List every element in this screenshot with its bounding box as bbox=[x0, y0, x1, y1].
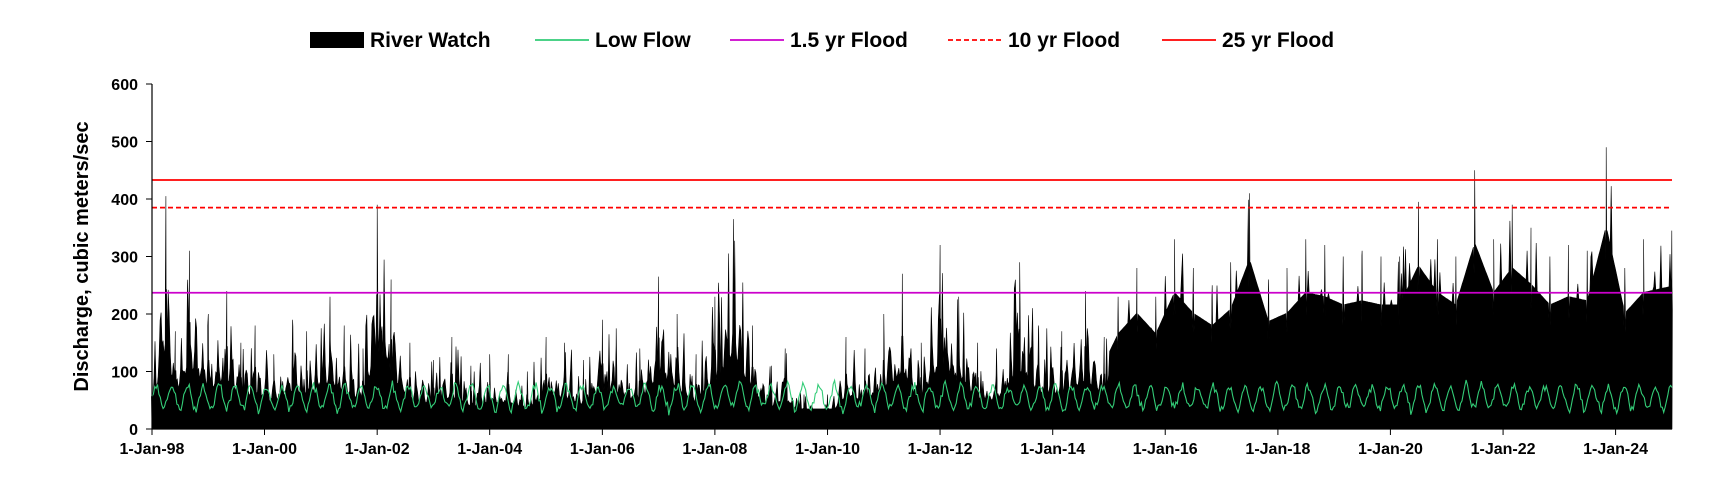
legend-swatch-river-watch bbox=[310, 32, 364, 48]
x-tick-label: 1-Jan-00 bbox=[232, 441, 297, 458]
legend-label-1-5-yr-flood: 1.5 yr Flood bbox=[790, 29, 908, 52]
x-tick-label: 1-Jan-16 bbox=[1133, 441, 1198, 458]
river-watch-area bbox=[151, 147, 1673, 430]
y-tick-label: 600 bbox=[111, 77, 138, 94]
low-flow-line bbox=[151, 378, 1673, 416]
y-tick-label: 300 bbox=[111, 250, 138, 267]
y-tick-label: 400 bbox=[111, 192, 138, 209]
x-tick-label: 1-Jan-06 bbox=[570, 441, 635, 458]
x-tick-label: 1-Jan-98 bbox=[120, 441, 185, 458]
x-tick-label: 1-Jan-08 bbox=[682, 441, 747, 458]
y-tick-label: 100 bbox=[111, 365, 138, 382]
axes: 0 100 200 300 400 500 600 1-Jan-98 1-Jan-00 1-Jan… bbox=[111, 77, 1672, 458]
plot-area bbox=[151, 147, 1673, 430]
x-tick-label: 1-Jan-02 bbox=[345, 441, 410, 458]
x-tick-label: 1-Jan-22 bbox=[1471, 441, 1536, 458]
x-tick-label: 1-Jan-04 bbox=[457, 441, 522, 458]
x-tick-label: 1-Jan-10 bbox=[795, 441, 860, 458]
legend-label-river-watch: River Watch bbox=[370, 29, 491, 52]
x-tick-label: 1-Jan-20 bbox=[1358, 441, 1423, 458]
y-tick-label: 200 bbox=[111, 307, 138, 324]
x-tick-label: 1-Jan-24 bbox=[1583, 441, 1648, 458]
legend: River Watch Low Flow 1.5 yr Flood 10 yr Flo… bbox=[310, 29, 1334, 52]
x-tick-label: 1-Jan-18 bbox=[1245, 441, 1310, 458]
legend-label-25-yr-flood: 25 yr Flood bbox=[1222, 29, 1334, 52]
legend-label-low-flow: Low Flow bbox=[595, 29, 691, 52]
y-axis-title: Discharge, cubic meters/sec bbox=[71, 121, 93, 391]
x-tick-label: 1-Jan-12 bbox=[908, 441, 973, 458]
x-tick-label: 1-Jan-14 bbox=[1020, 441, 1085, 458]
legend-label-10-yr-flood: 10 yr Flood bbox=[1008, 29, 1120, 52]
y-tick-label: 0 bbox=[129, 422, 138, 439]
y-tick-label: 500 bbox=[111, 135, 138, 152]
